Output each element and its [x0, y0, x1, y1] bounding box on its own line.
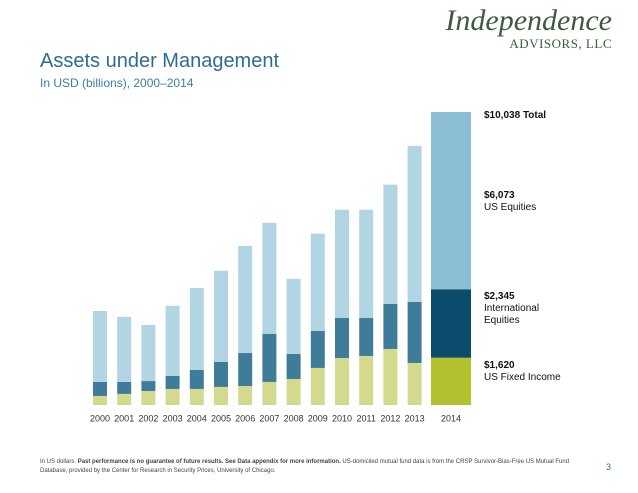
- bar-segment: [310, 367, 325, 405]
- logo-subtext: ADVISORS, LLC: [509, 36, 612, 51]
- bar-segment: [407, 301, 422, 363]
- bar-segment: [93, 381, 107, 396]
- bar-segment: [359, 318, 374, 356]
- legend-label: US Equities: [484, 202, 537, 213]
- bar-segment: [141, 325, 156, 382]
- total-value: $10,038: [484, 110, 521, 121]
- total-name: Total: [522, 110, 547, 121]
- bar-segment: [189, 388, 204, 405]
- bar-segment: [262, 381, 277, 405]
- bar-segment: [286, 379, 301, 405]
- bar-segment: [214, 270, 228, 362]
- x-tick-label: 2009: [308, 413, 328, 423]
- bar-segment: [431, 112, 471, 290]
- x-tick-label: 2000: [90, 413, 110, 423]
- x-tick-label: 2002: [138, 413, 158, 423]
- chart-subtitle: In USD (billions), 2000–2014: [40, 76, 194, 90]
- bar-segment: [407, 145, 422, 302]
- bar-segment: [383, 348, 398, 405]
- bar-segment: [238, 245, 253, 354]
- note: In US dollars.: [40, 459, 77, 465]
- bar-segment: [335, 318, 349, 359]
- total-label: $10,038 Total: [484, 110, 584, 122]
- bar-segment: [335, 209, 349, 319]
- bar-segment: [117, 316, 132, 382]
- bar-segment: [407, 362, 422, 405]
- bar-segment: [359, 209, 374, 319]
- bar-segment: [117, 393, 132, 405]
- bar-segment: [141, 390, 156, 405]
- bar-segment: [165, 305, 180, 376]
- legend-label: US Fixed Income: [484, 371, 561, 383]
- bar-segment: [214, 386, 228, 405]
- x-tick-label: 2014: [441, 413, 461, 423]
- bar-segment: [165, 375, 180, 389]
- bar-segment: [238, 386, 253, 405]
- x-tick-label: 2013: [405, 413, 425, 423]
- bar-segment: [431, 357, 471, 405]
- x-tick-label: 2006: [235, 413, 255, 423]
- bar-segment: [262, 222, 277, 334]
- bar-segment: [310, 233, 325, 331]
- bar-segment: [93, 395, 107, 405]
- x-tick-label: 2010: [332, 413, 352, 423]
- bar-segment: [310, 330, 325, 368]
- x-tick-label: 2003: [163, 413, 183, 423]
- bar-segment: [141, 381, 156, 391]
- chart-title: Assets under Management: [40, 50, 280, 72]
- bar-segment: [431, 289, 471, 358]
- x-tick-label: 2007: [259, 413, 279, 423]
- x-tick-label: 2012: [380, 413, 400, 423]
- value-label: $2,345: [484, 291, 515, 303]
- legend-label: International Equities: [484, 303, 540, 327]
- bar-segment: [117, 381, 132, 394]
- bar-segment: [189, 369, 204, 389]
- x-tick-label: 2008: [284, 413, 304, 423]
- note: US-domiciled mutual fund data is from th…: [40, 459, 570, 474]
- bar-segment: [286, 278, 301, 354]
- bar-segment: [359, 355, 374, 405]
- value-label: $1,620: [484, 359, 515, 371]
- page-number: 3: [606, 462, 612, 472]
- bar-segment: [93, 311, 107, 382]
- logo-text: Independence: [445, 4, 612, 37]
- x-tick-label: 2001: [114, 413, 134, 423]
- note-bold: Past performance is no guarantee of futu…: [77, 459, 341, 465]
- bar-segment: [214, 361, 228, 387]
- x-tick-label: 2004: [187, 413, 207, 423]
- value-label: $6,073: [484, 190, 515, 201]
- bar-segment: [383, 304, 398, 349]
- footnote: In US dollars. Past performance is no gu…: [40, 458, 580, 476]
- bar-segment: [383, 184, 398, 305]
- bar-segment: [238, 353, 253, 387]
- bar-segment: [189, 287, 204, 370]
- bar-segment: [286, 353, 301, 380]
- x-tick-label: 2011: [357, 413, 376, 423]
- bar-segment: [165, 388, 180, 405]
- bar-segment: [335, 358, 349, 405]
- x-tick-label: 2005: [211, 413, 231, 423]
- bar-segment: [262, 333, 277, 382]
